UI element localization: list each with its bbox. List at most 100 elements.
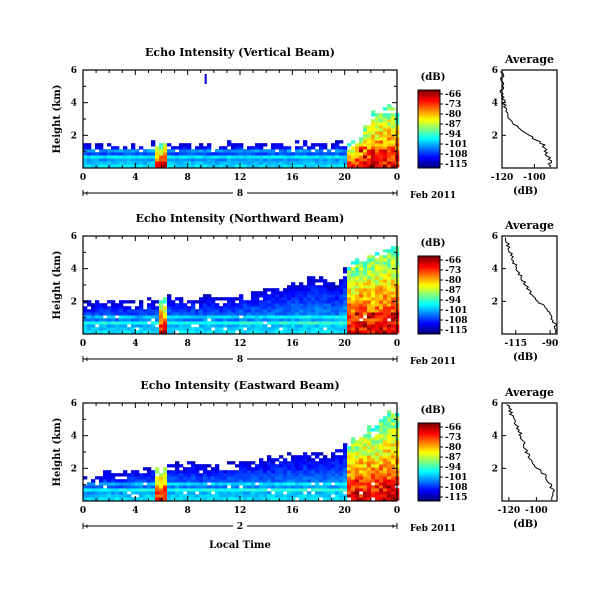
colorbar-segment <box>418 158 440 161</box>
profile-y-tick-label: 2 <box>492 464 498 474</box>
colorbar-segment <box>418 99 440 103</box>
colorbar-segment <box>418 121 440 124</box>
date-label: Feb 2011 <box>410 524 456 534</box>
profile-title: Average <box>504 219 554 232</box>
colorbar-segment <box>418 90 440 93</box>
profile-frame <box>501 69 558 169</box>
colorbar-tick-label: -66 <box>445 423 461 433</box>
profile-x-tick-label: -120 <box>498 506 521 516</box>
colorbar-segment <box>418 322 440 325</box>
x-tick-label: 0 <box>394 506 400 516</box>
profile-x-label: (dB) <box>513 519 538 530</box>
x-axis-label: Local Time <box>209 540 271 551</box>
y-tick-label: 4 <box>71 265 77 275</box>
x-tick-label: 0 <box>80 506 86 516</box>
x-tick-label: 20 <box>338 173 351 183</box>
colorbar-segment <box>418 300 440 304</box>
colorbar-segment <box>418 298 440 302</box>
x-tick-label: 12 <box>234 506 247 516</box>
x-tick-label: 4 <box>132 339 138 349</box>
colorbar-segment <box>418 314 440 317</box>
y-tick-label: 6 <box>71 66 77 76</box>
profile-x-tick-label: -115 <box>504 339 527 349</box>
colorbar-segment <box>418 499 440 502</box>
colorbar-tick-label: -94 <box>445 130 461 140</box>
profile-y-tick-label: 6 <box>492 232 498 242</box>
colorbar-tick-label: -108 <box>445 316 468 326</box>
x-tick-label: 4 <box>132 506 138 516</box>
colorbar-segment <box>418 101 440 105</box>
colorbar-tick-label: -73 <box>445 100 461 110</box>
colorbar-segment <box>418 430 440 434</box>
y-axis-label: Height (km) <box>52 418 63 487</box>
colorbar-segment <box>418 109 440 112</box>
colorbar-segment <box>418 448 440 451</box>
day-label-bg <box>233 187 247 197</box>
day-label: 8 <box>237 355 243 365</box>
colorbar: (dB) -66-73-80-87-94-101-108-115 <box>417 405 468 503</box>
y-tick-label: 2 <box>71 131 77 141</box>
colorbar-tick-label: -80 <box>445 276 461 286</box>
y-tick-label: 2 <box>71 297 77 307</box>
panel-title: Echo Intensity (Northward Beam) <box>136 212 345 225</box>
colorbar-segment <box>418 428 440 432</box>
colorbar-frame <box>417 255 441 335</box>
x-tick-label: 12 <box>234 173 247 183</box>
colorbar-segment <box>418 134 440 138</box>
colorbar-segment <box>418 463 440 467</box>
x-tick-label: 16 <box>286 173 299 183</box>
colorbar-segment <box>418 310 440 313</box>
colorbar-segment <box>418 491 440 494</box>
y-tick-label: 2 <box>71 464 77 474</box>
profile-y-tick-label: 4 <box>492 432 498 442</box>
y-axis-label: Height (km) <box>52 85 63 154</box>
colorbar-unit: (dB) <box>421 405 446 416</box>
panel-title: Echo Intensity (Eastward Beam) <box>140 379 339 392</box>
colorbar-segment <box>418 125 440 128</box>
colorbar-segment <box>418 446 440 449</box>
colorbar: (dB) -66-73-80-87-94-101-108-115 <box>417 238 468 336</box>
profile-x-label: (dB) <box>513 352 538 363</box>
colorbar-segment <box>418 107 440 110</box>
colorbar-tick-label: -66 <box>445 256 461 266</box>
colorbar-tick-label: -108 <box>445 483 468 493</box>
colorbar-segment <box>418 275 440 278</box>
day-label-bg <box>233 520 247 530</box>
colorbar-segment <box>418 132 440 136</box>
colorbar-tick-label: -87 <box>445 120 461 130</box>
colorbar-segment <box>418 166 440 169</box>
profile-x-tick-label: -120 <box>491 173 514 183</box>
colorbar-tick-label: -101 <box>445 473 468 483</box>
colorbar-segment <box>418 485 440 488</box>
colorbar-segment <box>418 156 440 159</box>
x-tick-label: 0 <box>394 173 400 183</box>
date-bar-arrow: ‹ <box>85 189 89 199</box>
colorbar-segment <box>418 164 440 167</box>
y-tick-label: 4 <box>71 99 77 109</box>
colorbar-segment <box>418 154 440 157</box>
colorbar-segment <box>418 426 440 430</box>
profile-y-tick-label: 2 <box>492 131 498 141</box>
colorbar-segment <box>418 302 440 306</box>
colorbar-segment <box>418 462 440 465</box>
colorbar-segment <box>418 444 440 447</box>
sporadic-echo <box>204 74 207 84</box>
colorbar-frame <box>417 89 441 169</box>
colorbar-tick-label: -115 <box>445 493 468 503</box>
colorbar-segment <box>418 267 440 271</box>
colorbar-segment <box>418 283 440 286</box>
profile-line <box>506 404 556 501</box>
colorbar-segment <box>418 136 440 140</box>
x-tick-label: 20 <box>338 506 351 516</box>
x-tick-label: 16 <box>286 339 299 349</box>
colorbar-segment <box>418 162 440 165</box>
colorbar-segment <box>418 115 440 118</box>
colorbar-segment <box>418 312 440 315</box>
colorbar-tick-label: -115 <box>445 160 468 170</box>
x-tick-label: 0 <box>394 339 400 349</box>
colorbar-segment <box>418 454 440 457</box>
colorbar: (dB) -66-73-80-87-94-101-108-115 <box>417 72 468 170</box>
colorbar-segment <box>418 160 440 163</box>
colorbar-segment <box>418 481 440 484</box>
